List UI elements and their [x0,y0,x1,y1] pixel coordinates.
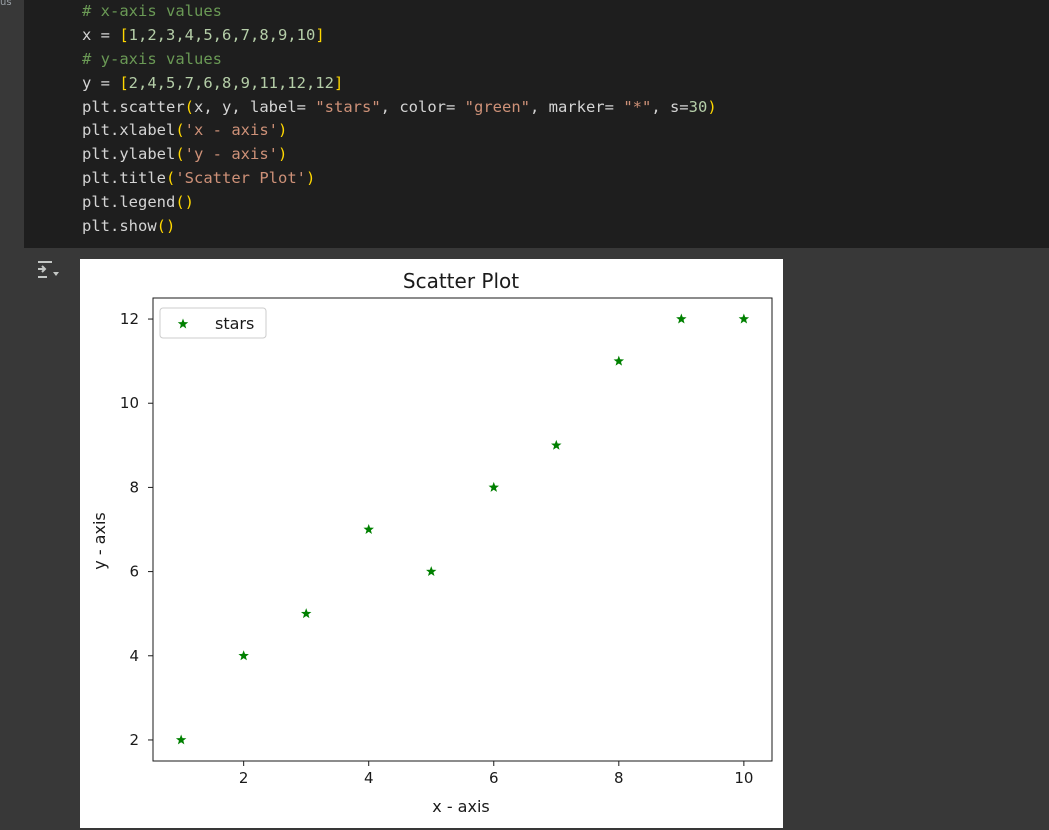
code-token: , s= [651,97,689,116]
code-token: plt.ylabel [82,145,176,164]
scatter-point [426,566,437,577]
code-line: # x-axis values [82,0,717,24]
scatter-point [363,524,374,534]
code-token: 'x - axis' [184,121,278,140]
x-tick-label: 6 [489,769,499,787]
code-line: x = [1,2,3,4,5,6,7,8,9,10] [82,24,717,48]
code-token: ( [175,145,185,164]
code-token: ) [278,145,288,164]
code-token: plt.legend [82,193,176,212]
scatter-point [738,313,750,324]
code-token: x = [82,25,120,44]
y-tick-label: 12 [120,310,139,328]
code-token: plt.show [82,217,157,236]
y-tick-label: 6 [129,563,139,581]
legend-star-icon [177,318,189,329]
code-token: "*" [623,97,652,116]
x-tick-label: 8 [614,769,624,787]
chart-title: Scatter Plot [403,269,519,293]
code-line: plt.ylabel('y - axis') [82,143,717,167]
code-token: "green" [464,97,530,116]
code-token: , marker= [529,97,624,116]
x-axis-label: x - axis [432,797,489,816]
plot-area [152,297,773,762]
scatter-point [300,608,312,619]
code-token: x, y, label= [194,97,316,116]
code-token: 1,2,3,4,5,6,7,8,9,10 [128,25,316,44]
y-axis-label: y - axis [90,512,109,569]
plot-figure: Scatter Plot 2 4 6 8 10 2 4 6 8 10 12 x - axis y -… [80,259,783,828]
code-token: 30 [688,97,708,116]
scatter-chart: Scatter Plot 2 4 6 8 10 2 4 6 8 10 12 x - axis y -… [90,269,773,816]
code-line: plt.show() [82,215,717,239]
code-token: y = [82,73,120,92]
scatter-point [551,439,562,450]
code-token: # y-axis values [82,49,222,68]
code-line: plt.scatter(x, y, label= "stars", color=… [82,96,717,120]
code-token: "stars" [315,97,381,116]
code-line: plt.title('Scatter Plot') [82,167,717,191]
code-token: plt.title [82,169,166,188]
code-token: [ [119,73,129,92]
cell-gutter-label: us [0,0,12,8]
code-token: , color= [380,97,465,116]
code-token: 'y - axis' [184,145,278,164]
output-toggle-icon[interactable] [35,258,61,284]
x-tick-label: 4 [364,769,374,787]
code-token: # x-axis values [82,2,222,20]
code-token: ( [175,121,185,140]
code-line: # y-axis values [82,48,717,72]
code-token: ) [306,169,316,188]
code-token: ( [166,169,176,188]
code-editor[interactable]: # x-axis values x = [1,2,3,4,5,6,7,8,9,10… [82,0,717,239]
y-tick-label: 4 [129,647,139,665]
x-tick-label: 10 [734,769,753,787]
code-token: ) [278,121,288,140]
legend-label: stars [215,314,254,333]
code-token: plt.scatter [82,97,185,116]
code-token: () [156,217,176,236]
scatter-point [676,313,687,324]
scatter-point [488,481,499,492]
code-token: 2,4,5,7,6,8,9,11,12,12 [128,73,334,92]
code-token: () [175,193,194,212]
scatter-point [175,734,187,745]
code-token: [ [119,25,129,44]
code-token: ) [707,97,717,116]
y-tick-label: 8 [129,478,139,496]
code-token: ( [184,97,194,116]
code-line: y = [2,4,5,7,6,8,9,11,12,12] [82,72,717,96]
code-token: plt.xlabel [82,121,176,140]
code-cell[interactable]: # x-axis values x = [1,2,3,4,5,6,7,8,9,10… [24,0,1049,248]
legend: stars [159,307,267,339]
code-line: plt.xlabel('x - axis') [82,119,717,143]
code-token: ] [315,25,325,44]
y-tick-label: 2 [129,731,139,749]
scatter-point [613,355,625,366]
code-line: plt.legend() [82,191,717,215]
scatter-point [238,650,249,661]
y-tick-label: 10 [120,394,139,412]
code-token: 'Scatter Plot' [175,169,306,188]
x-tick-label: 2 [239,769,249,787]
code-token: ] [333,73,344,92]
